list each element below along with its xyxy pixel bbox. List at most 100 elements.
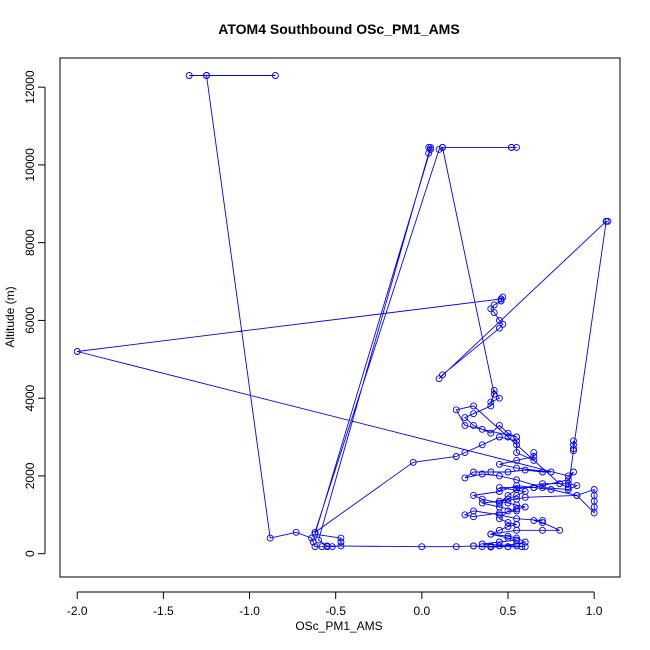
data-point: [478, 441, 486, 449]
data-point: [518, 543, 526, 551]
data-point: [490, 309, 498, 317]
data-point: [461, 511, 469, 519]
data-point: [570, 441, 577, 449]
data-point: [495, 542, 503, 550]
x-axis: -2.0 -1.5 -1.0 -0.5 0.0 0.5 1.0: [67, 591, 603, 618]
data-point: [495, 472, 503, 480]
data-point: [495, 526, 503, 534]
data-point: [435, 145, 443, 153]
data-point: [490, 386, 498, 394]
data-point: [495, 324, 503, 332]
data-point: [513, 476, 521, 484]
data-point: [495, 538, 503, 546]
data-point: [470, 421, 477, 429]
data-point: [323, 542, 331, 550]
data-point: [495, 511, 503, 519]
data-point: [530, 517, 538, 525]
data-point: [470, 468, 477, 476]
data-point: [507, 143, 515, 151]
data-point: [478, 425, 486, 433]
data-point: [521, 543, 529, 551]
data-point: [478, 470, 486, 478]
data-point: [513, 464, 521, 472]
data-point: [425, 149, 433, 157]
data-point: [495, 488, 503, 495]
data-point: [470, 402, 477, 410]
data-point: [418, 543, 426, 551]
data-point: [292, 528, 300, 536]
chart-title: ATOM4 Southbound OSc_PM1_AMS: [218, 21, 459, 37]
data-point: [495, 460, 503, 468]
data-point: [495, 421, 503, 429]
data-point: [547, 486, 555, 493]
data-point: [513, 441, 521, 449]
data-point: [513, 505, 521, 513]
data-point: [504, 532, 512, 540]
data-point: [513, 449, 521, 457]
data-point: [495, 433, 503, 441]
y-axis-label: Altitude (m): [3, 286, 17, 347]
data-point: [564, 486, 572, 493]
y-tick-label: 0: [23, 550, 37, 557]
data-point: [521, 538, 529, 546]
x-tick-label: -1.5: [153, 604, 174, 618]
data-point: [497, 295, 505, 303]
data-point: [439, 143, 446, 151]
data-point: [487, 530, 495, 538]
data-point: [490, 301, 498, 309]
data-point: [504, 429, 512, 437]
data-point: [521, 466, 529, 474]
data-point: [564, 484, 572, 492]
data-point: [521, 503, 529, 511]
data-point: [495, 484, 503, 492]
data-point: [470, 542, 477, 550]
data-point: [470, 491, 477, 499]
data-point: [461, 449, 469, 457]
data-point: [504, 543, 512, 551]
x-tick-label: -2.0: [67, 604, 88, 618]
data-point: [539, 526, 546, 534]
data-point: [266, 534, 274, 542]
data-point: [487, 542, 495, 550]
data-point: [504, 491, 512, 499]
data-point: [478, 543, 486, 551]
data-point: [539, 480, 546, 488]
data-point: [318, 543, 326, 551]
data-point: [556, 480, 564, 488]
data-point: [487, 398, 495, 406]
data-point: [185, 72, 193, 79]
data-point: [521, 488, 529, 495]
data-point: [504, 495, 512, 503]
data-point: [487, 468, 495, 476]
data-point: [452, 453, 460, 460]
data-point: [513, 456, 521, 464]
x-tick-label: 0.5: [500, 604, 517, 618]
data-point: [328, 543, 336, 551]
data-point: [470, 410, 477, 418]
data-point: [495, 515, 503, 523]
data-point: [547, 468, 555, 476]
data-point: [539, 519, 546, 527]
data-point: [539, 517, 546, 525]
x-tick-label: 1.0: [586, 604, 603, 618]
data-point: [337, 542, 345, 550]
data-point: [530, 456, 538, 464]
data-point: [504, 433, 512, 441]
data-point: [570, 437, 577, 445]
y-tick-label: 2000: [23, 462, 37, 489]
data-point: [513, 433, 521, 441]
plot-frame: [59, 57, 621, 578]
data-point: [311, 530, 319, 538]
data-point: [461, 474, 469, 482]
series-layer: [73, 72, 612, 551]
data-point: [478, 499, 486, 507]
data-point: [539, 484, 546, 492]
data-point: [499, 293, 507, 301]
data-point: [478, 495, 486, 503]
data-point: [530, 484, 538, 492]
data-point: [315, 536, 322, 544]
data-point: [539, 468, 546, 476]
data-point: [337, 534, 345, 542]
data-point: [497, 297, 505, 305]
